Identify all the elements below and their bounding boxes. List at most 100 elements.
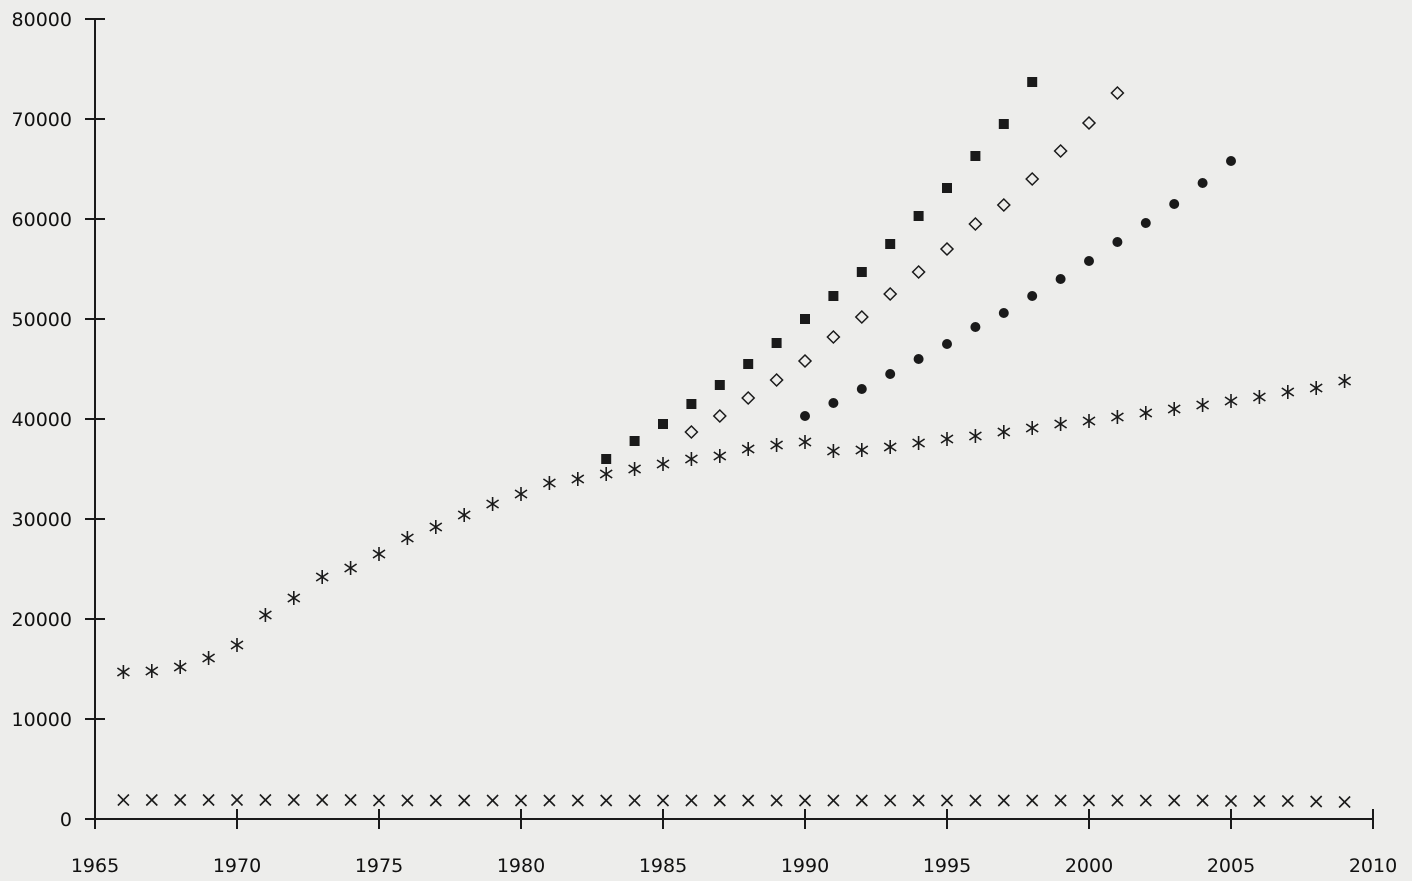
- asterisk-point: [486, 497, 500, 511]
- asterisk-point: [656, 457, 670, 471]
- circle-point: [970, 322, 981, 332]
- x-mark-point: [1082, 794, 1096, 807]
- diamond-point: [769, 372, 784, 388]
- x-mark-point: [1139, 794, 1152, 807]
- square-point: [714, 380, 725, 390]
- diamond-point: [968, 216, 983, 232]
- diamond-point: [996, 197, 1011, 213]
- circle-point: [885, 369, 896, 379]
- y-tick-label: 70000: [12, 109, 72, 131]
- x-mark-point: [827, 794, 840, 807]
- asterisk-point: [912, 436, 926, 450]
- x-tick-label: 1975: [355, 855, 403, 877]
- x-mark-point: [770, 794, 783, 807]
- x-tick-label: 1980: [497, 855, 545, 877]
- diamond-point: [1110, 85, 1125, 101]
- x-mark-point: [117, 793, 130, 807]
- x-mark-point: [628, 794, 641, 807]
- diamond-point: [1081, 115, 1097, 131]
- diamond-point: [854, 309, 869, 325]
- x-mark-point: [1026, 794, 1039, 807]
- circle-point: [1169, 199, 1180, 209]
- x-tick-label: 2010: [1349, 855, 1397, 877]
- y-tick-label: 40000: [12, 409, 72, 431]
- x-mark-point: [1281, 794, 1294, 808]
- axes: [94, 19, 1373, 820]
- x-mark-point: [1253, 794, 1266, 808]
- square-point: [601, 454, 612, 464]
- x-mark-point: [1196, 794, 1209, 807]
- x-mark-point: [486, 794, 499, 807]
- x-axis-ticks: 1965 1970 1975 1980 1985 1990 1995 2000 2005 2010: [71, 809, 1397, 877]
- series-open-diamond: [684, 85, 1125, 440]
- asterisk-point: [258, 608, 272, 622]
- diamond-point: [883, 286, 898, 302]
- x-mark-point: [884, 794, 897, 807]
- diamond-point: [1053, 143, 1068, 159]
- x-mark-point: [1224, 794, 1238, 808]
- circle-point: [1027, 291, 1038, 301]
- y-tick-label: 0: [60, 809, 72, 831]
- asterisk-point: [1139, 406, 1153, 420]
- y-tick-label: 10000: [12, 709, 72, 731]
- x-mark-point: [713, 794, 726, 807]
- data-points: [116, 77, 1352, 809]
- circle-point: [913, 354, 924, 364]
- x-mark-point: [1111, 794, 1124, 807]
- asterisk-point: [1082, 414, 1096, 428]
- diamond-point: [741, 390, 756, 406]
- x-tick-label: 1990: [781, 855, 829, 877]
- x-mark-point: [230, 793, 244, 807]
- asterisk-point: [599, 467, 613, 481]
- square-point: [800, 314, 810, 324]
- x-tick-label: 1985: [639, 855, 687, 877]
- asterisk-point: [372, 547, 386, 561]
- asterisk-point: [1224, 394, 1238, 408]
- x-mark-point: [287, 793, 300, 807]
- asterisk-point: [542, 476, 556, 490]
- asterisk-point: [457, 508, 471, 522]
- x-mark-point: [571, 794, 584, 807]
- square-point: [942, 183, 952, 193]
- asterisk-point: [116, 665, 130, 679]
- asterisk-point: [1167, 402, 1181, 416]
- diamond-point: [911, 264, 926, 280]
- x-tick-label: 1995: [923, 855, 971, 877]
- asterisk-point: [770, 438, 784, 452]
- x-mark-point: [656, 794, 670, 807]
- asterisk-point: [145, 664, 159, 678]
- asterisk-point: [968, 429, 982, 443]
- x-mark-point: [514, 794, 528, 807]
- asterisk-point: [514, 487, 528, 501]
- x-mark-point: [344, 793, 357, 807]
- x-mark-point: [855, 794, 868, 807]
- x-mark-point: [940, 794, 954, 807]
- square-point: [658, 419, 668, 429]
- asterisk-point: [628, 462, 642, 476]
- asterisk-point: [1054, 417, 1068, 431]
- asterisk-point: [1281, 385, 1295, 399]
- asterisk-point: [713, 449, 727, 463]
- x-mark-point: [1338, 795, 1351, 809]
- y-tick-label: 50000: [12, 309, 72, 331]
- x-mark-point: [997, 794, 1010, 807]
- x-mark-point: [969, 794, 982, 807]
- x-mark-point: [543, 794, 556, 807]
- circle-point: [1197, 178, 1208, 188]
- diamond-point: [797, 353, 813, 369]
- circle-point: [800, 411, 810, 421]
- asterisk-point: [1110, 410, 1124, 424]
- x-mark-point: [259, 793, 272, 807]
- asterisk-point: [315, 570, 329, 584]
- square-point: [828, 291, 839, 301]
- asterisk-point: [1338, 374, 1352, 388]
- circle-point: [998, 308, 1009, 318]
- x-mark-point: [372, 794, 386, 807]
- x-mark-point: [202, 793, 215, 807]
- y-tick-label: 20000: [12, 609, 72, 631]
- asterisk-point: [798, 435, 812, 449]
- x-tick-label: 2000: [1065, 855, 1113, 877]
- square-point: [771, 338, 782, 348]
- asterisk-point: [571, 472, 585, 486]
